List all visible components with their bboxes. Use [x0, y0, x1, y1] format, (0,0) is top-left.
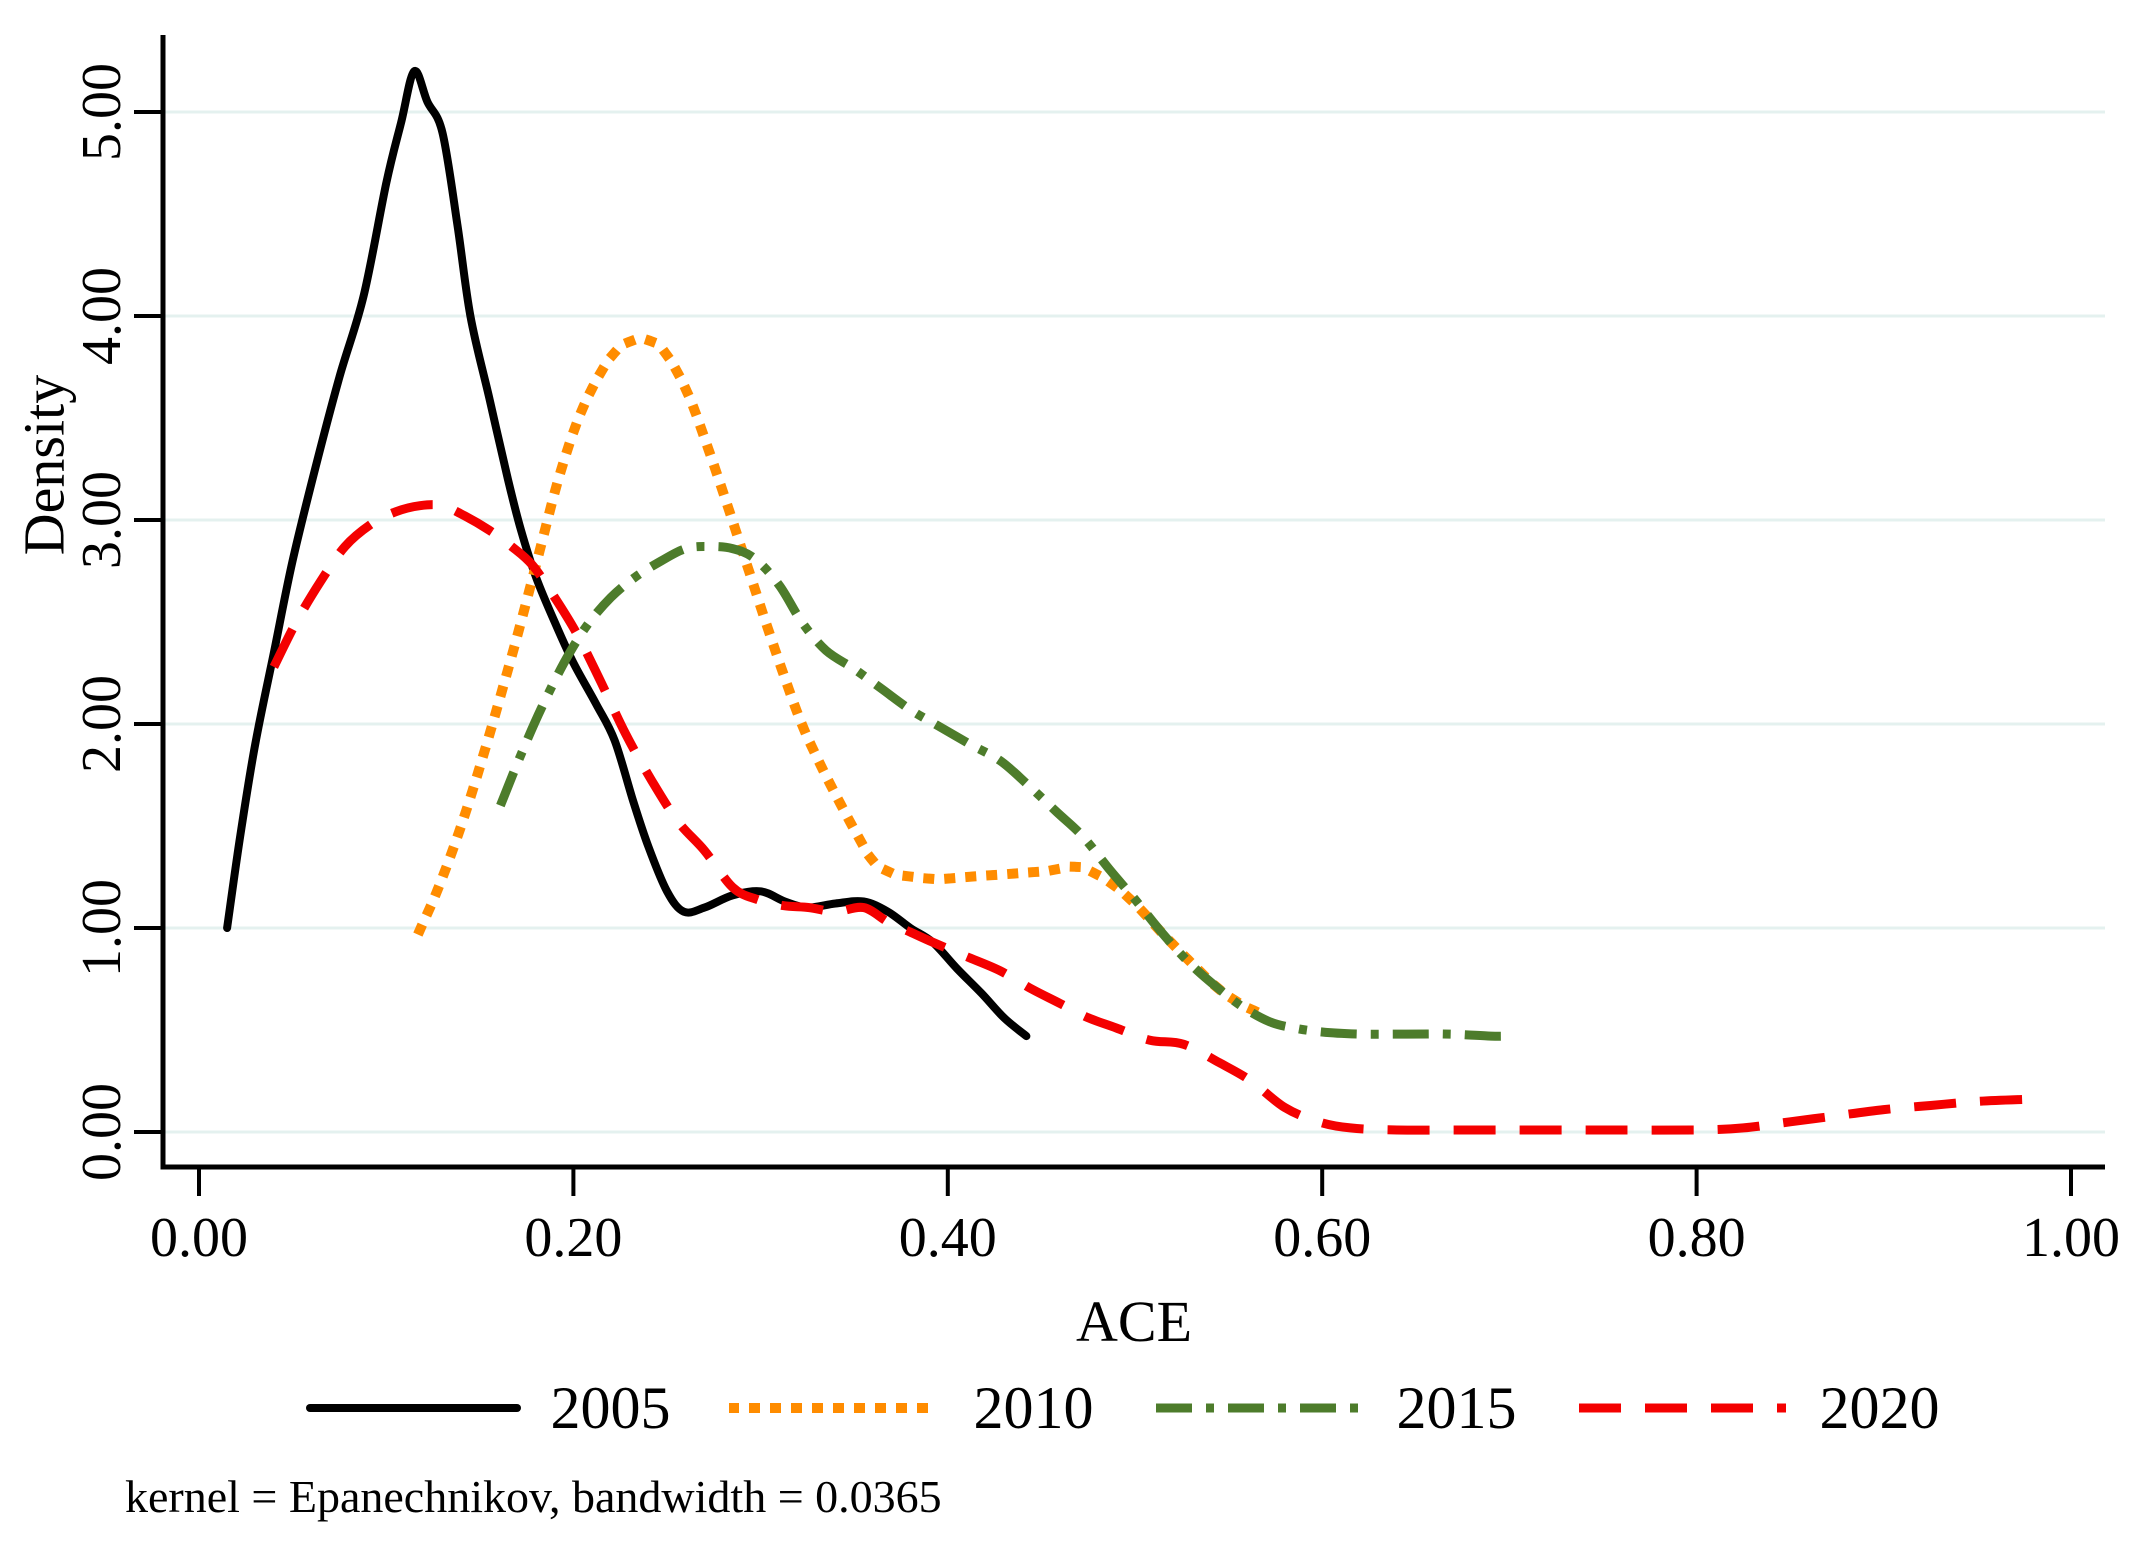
x-tick-label: 0.40: [899, 1207, 997, 1269]
x-tick-label: 1.00: [2022, 1207, 2120, 1269]
x-tick-label: 0.60: [1273, 1207, 1371, 1269]
legend-label: 2015: [1396, 1375, 1517, 1441]
kernel-bandwidth-note: kernel = Epanechnikov, bandwidth = 0.036…: [125, 1471, 942, 1522]
legend-line-sample-dashdot: [1155, 1403, 1363, 1413]
y-tick-label: 5.00: [71, 63, 133, 161]
legend-item-2015: 2015: [1152, 1378, 1517, 1438]
y-tick-label: 1.00: [71, 879, 133, 977]
legend-item-2020: 2020: [1575, 1378, 1940, 1438]
x-tick-label: 0.00: [150, 1207, 248, 1269]
legend-label: 2010: [973, 1375, 1094, 1441]
legend-label: 2005: [550, 1375, 671, 1441]
y-tick-label: 3.00: [71, 471, 133, 569]
y-tick-label: 2.00: [71, 675, 133, 773]
x-axis-title: ACE: [1076, 1289, 1192, 1354]
y-axis-title: Density: [11, 374, 77, 556]
legend-item-2005: 2005: [305, 1375, 671, 1441]
x-tick-label: 0.80: [1648, 1207, 1746, 1269]
density-curve-2005: [223, 67, 1031, 1041]
legend-line-sample-solid: [305, 1404, 521, 1412]
legend-item-2010: 2010: [728, 1375, 1094, 1441]
y-tick-label: 4.00: [71, 267, 133, 365]
legend: 2005 2010 2015 2020: [160, 1378, 2085, 1438]
legend-line-sample-dotted: [728, 1403, 944, 1413]
density-curve-2020: [269, 500, 2025, 1135]
y-tick-label: 0.00: [71, 1083, 133, 1181]
x-tick-label: 0.20: [524, 1207, 622, 1269]
density-curve-2015: [496, 541, 1510, 1041]
legend-line-sample-dashed: [1578, 1403, 1786, 1413]
density-curve-2010: [413, 334, 1273, 1023]
legend-label: 2020: [1819, 1375, 1940, 1441]
